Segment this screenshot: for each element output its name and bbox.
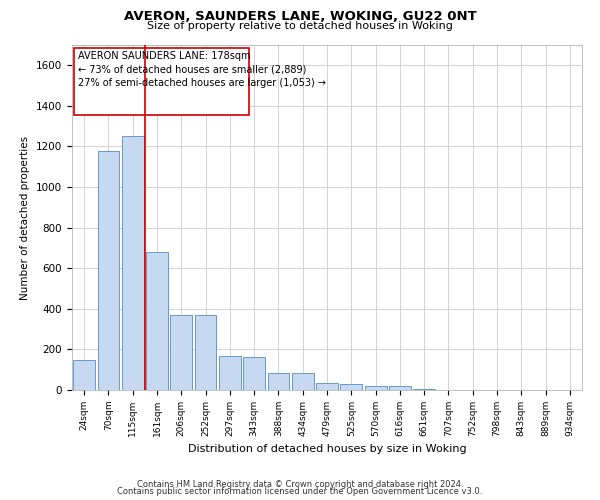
- Bar: [389, 386, 411, 390]
- Bar: [194, 315, 217, 390]
- Text: Contains HM Land Registry data © Crown copyright and database right 2024.: Contains HM Land Registry data © Crown c…: [137, 480, 463, 489]
- Text: AVERON, SAUNDERS LANE, WOKING, GU22 0NT: AVERON, SAUNDERS LANE, WOKING, GU22 0NT: [124, 10, 476, 23]
- Bar: [219, 356, 241, 390]
- Text: Contains public sector information licensed under the Open Government Licence v3: Contains public sector information licen…: [118, 487, 482, 496]
- Bar: [292, 373, 314, 390]
- X-axis label: Distribution of detached houses by size in Woking: Distribution of detached houses by size …: [188, 444, 466, 454]
- Y-axis label: Number of detached properties: Number of detached properties: [20, 136, 31, 300]
- Bar: [243, 356, 265, 390]
- Text: 27% of semi-detached houses are larger (1,053) →: 27% of semi-detached houses are larger (…: [77, 78, 326, 88]
- Bar: [268, 373, 289, 390]
- Bar: [316, 383, 338, 390]
- Text: Size of property relative to detached houses in Woking: Size of property relative to detached ho…: [147, 21, 453, 31]
- Text: AVERON SAUNDERS LANE: 178sqm: AVERON SAUNDERS LANE: 178sqm: [77, 51, 250, 61]
- FancyBboxPatch shape: [74, 48, 249, 115]
- Bar: [122, 136, 143, 390]
- Bar: [146, 252, 168, 390]
- Bar: [97, 150, 119, 390]
- Bar: [170, 315, 192, 390]
- Bar: [365, 386, 386, 390]
- Bar: [413, 389, 435, 390]
- Bar: [340, 384, 362, 390]
- Text: ← 73% of detached houses are smaller (2,889): ← 73% of detached houses are smaller (2,…: [77, 64, 306, 74]
- Bar: [73, 360, 95, 390]
